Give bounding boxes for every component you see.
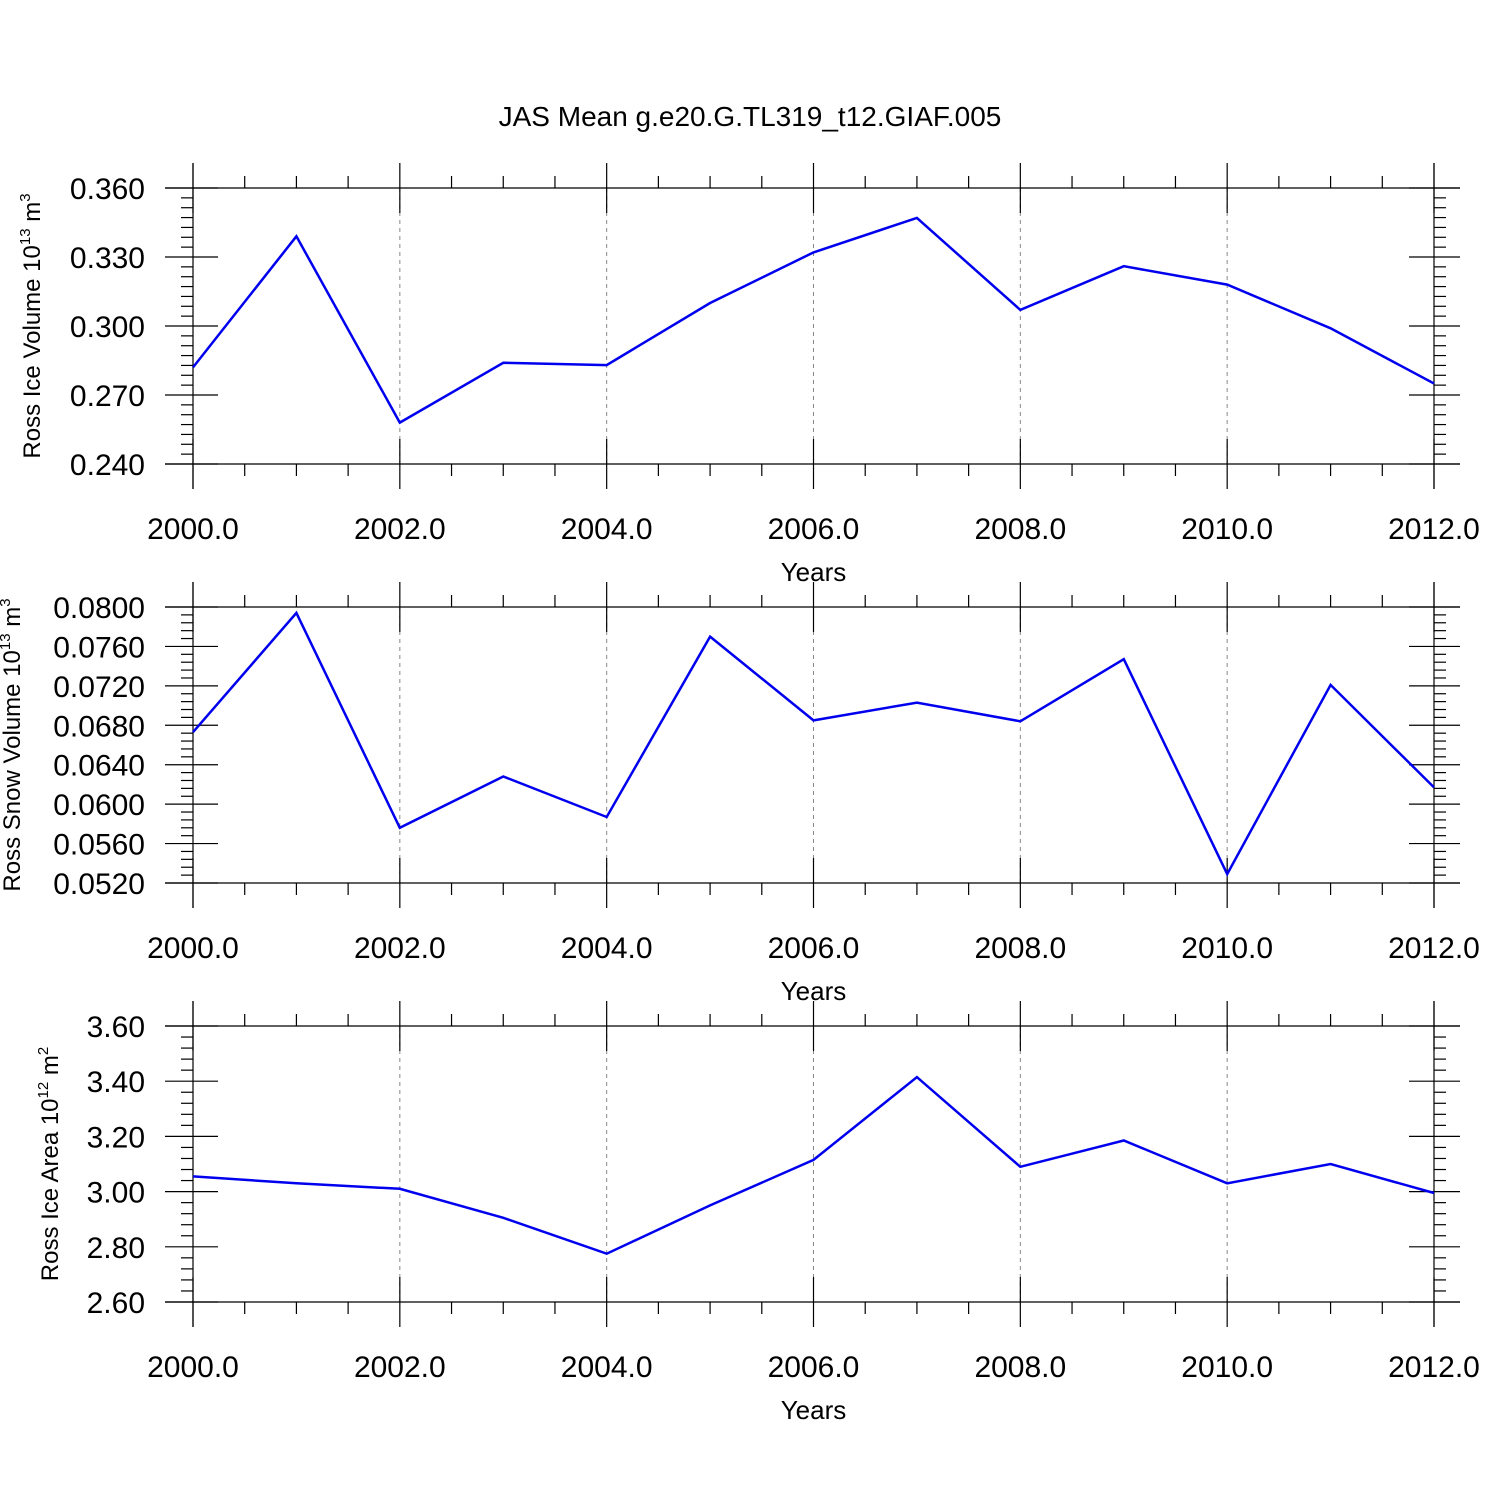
x-tick-label: 2012.0: [1388, 932, 1480, 965]
x-tick-label: 2004.0: [561, 513, 653, 546]
y-axis-title: Ross Ice Volume 1013 m3: [17, 193, 46, 458]
x-tick-label: 2012.0: [1388, 513, 1480, 546]
x-tick-label: 2002.0: [354, 932, 446, 965]
x-tick-label: 2000.0: [147, 932, 239, 965]
x-tick-label: 2004.0: [561, 932, 653, 965]
chart-title: JAS Mean g.e20.G.TL319_t12.GIAF.005: [499, 101, 1002, 132]
y-axis-title-unit-sup: 2: [35, 1047, 52, 1055]
y-tick-label: 0.330: [70, 242, 145, 275]
y-tick-label: 0.0520: [53, 868, 145, 901]
y-tick-label: 2.80: [87, 1232, 145, 1265]
x-tick-label: 2008.0: [974, 513, 1066, 546]
x-tick-label: 2006.0: [768, 1351, 860, 1384]
y-axis-title-unit-sup: 3: [0, 598, 14, 606]
y-tick-label: 2.60: [87, 1287, 145, 1320]
y-tick-label: 0.0560: [53, 829, 145, 862]
y-axis-title-unit: m: [19, 202, 46, 229]
y-tick-label: 0.0680: [53, 710, 145, 743]
y-tick-label: 3.20: [87, 1121, 145, 1154]
y-axis-title-main: Ross Ice Area 10: [37, 1098, 64, 1281]
x-tick-label: 2002.0: [354, 513, 446, 546]
y-tick-label: 0.0720: [53, 671, 145, 704]
y-axis-title-main: Ross Snow Volume 10: [0, 650, 26, 891]
y-tick-label: 0.240: [70, 449, 145, 482]
series-line: [192, 216, 1435, 425]
y-axis-title-unit: m: [37, 1055, 64, 1082]
series-line: [192, 1075, 1435, 1256]
y-axis-title-sup: 13: [17, 228, 34, 245]
x-tick-label: 2008.0: [974, 932, 1066, 965]
y-tick-label: 0.360: [70, 173, 145, 206]
y-axis-title: Ross Ice Area 1012 m2: [35, 1047, 64, 1281]
y-tick-label: 0.0760: [53, 631, 145, 664]
x-tick-label: 2004.0: [561, 1351, 653, 1384]
y-tick-label: 0.0640: [53, 750, 145, 783]
x-tick-label: 2012.0: [1388, 1351, 1480, 1384]
x-tick-label: 2000.0: [147, 1351, 239, 1384]
chart-panel-1: 0.240 0.270 0.300 0.330 0.360 2000.0 2002.0 200…: [17, 163, 1480, 587]
x-tick-label: 2010.0: [1181, 932, 1273, 965]
y-axis-title: Ross Snow Volume 1013 m3: [0, 598, 26, 891]
y-tick-label: 3.40: [87, 1066, 145, 1099]
x-tick-label: 2010.0: [1181, 513, 1273, 546]
x-tick-label: 2000.0: [147, 513, 239, 546]
y-tick-label: 3.00: [87, 1177, 145, 1210]
y-tick-label: 0.300: [70, 311, 145, 344]
x-tick-label: 2010.0: [1181, 1351, 1273, 1384]
x-tick-label: 2002.0: [354, 1351, 446, 1384]
y-axis-title-sup: 13: [0, 633, 14, 650]
x-tick-label: 2006.0: [768, 932, 860, 965]
y-axis-title-unit: m: [0, 607, 26, 634]
x-axis-title: Years: [781, 1395, 847, 1425]
y-tick-label: 0.270: [70, 380, 145, 413]
y-axis-title-sup: 12: [35, 1082, 52, 1099]
chart-panel-2: 0.0520 0.0560 0.0600 0.0640 0.0680 0.0720 0.07…: [0, 582, 1480, 1006]
y-tick-label: 0.0800: [53, 592, 145, 625]
chart-panel-3: 2.60 2.80 3.00 3.20 3.40 3.60 2000.0 2002.0 2004…: [35, 1001, 1480, 1425]
x-tick-label: 2008.0: [974, 1351, 1066, 1384]
y-tick-label: 0.0600: [53, 789, 145, 822]
y-tick-label: 3.60: [87, 1011, 145, 1044]
x-tick-label: 2006.0: [768, 513, 860, 546]
y-axis-title-main: Ross Ice Volume 10: [19, 245, 46, 458]
y-axis-title-unit-sup: 3: [17, 193, 34, 201]
series-line: [192, 610, 1435, 877]
